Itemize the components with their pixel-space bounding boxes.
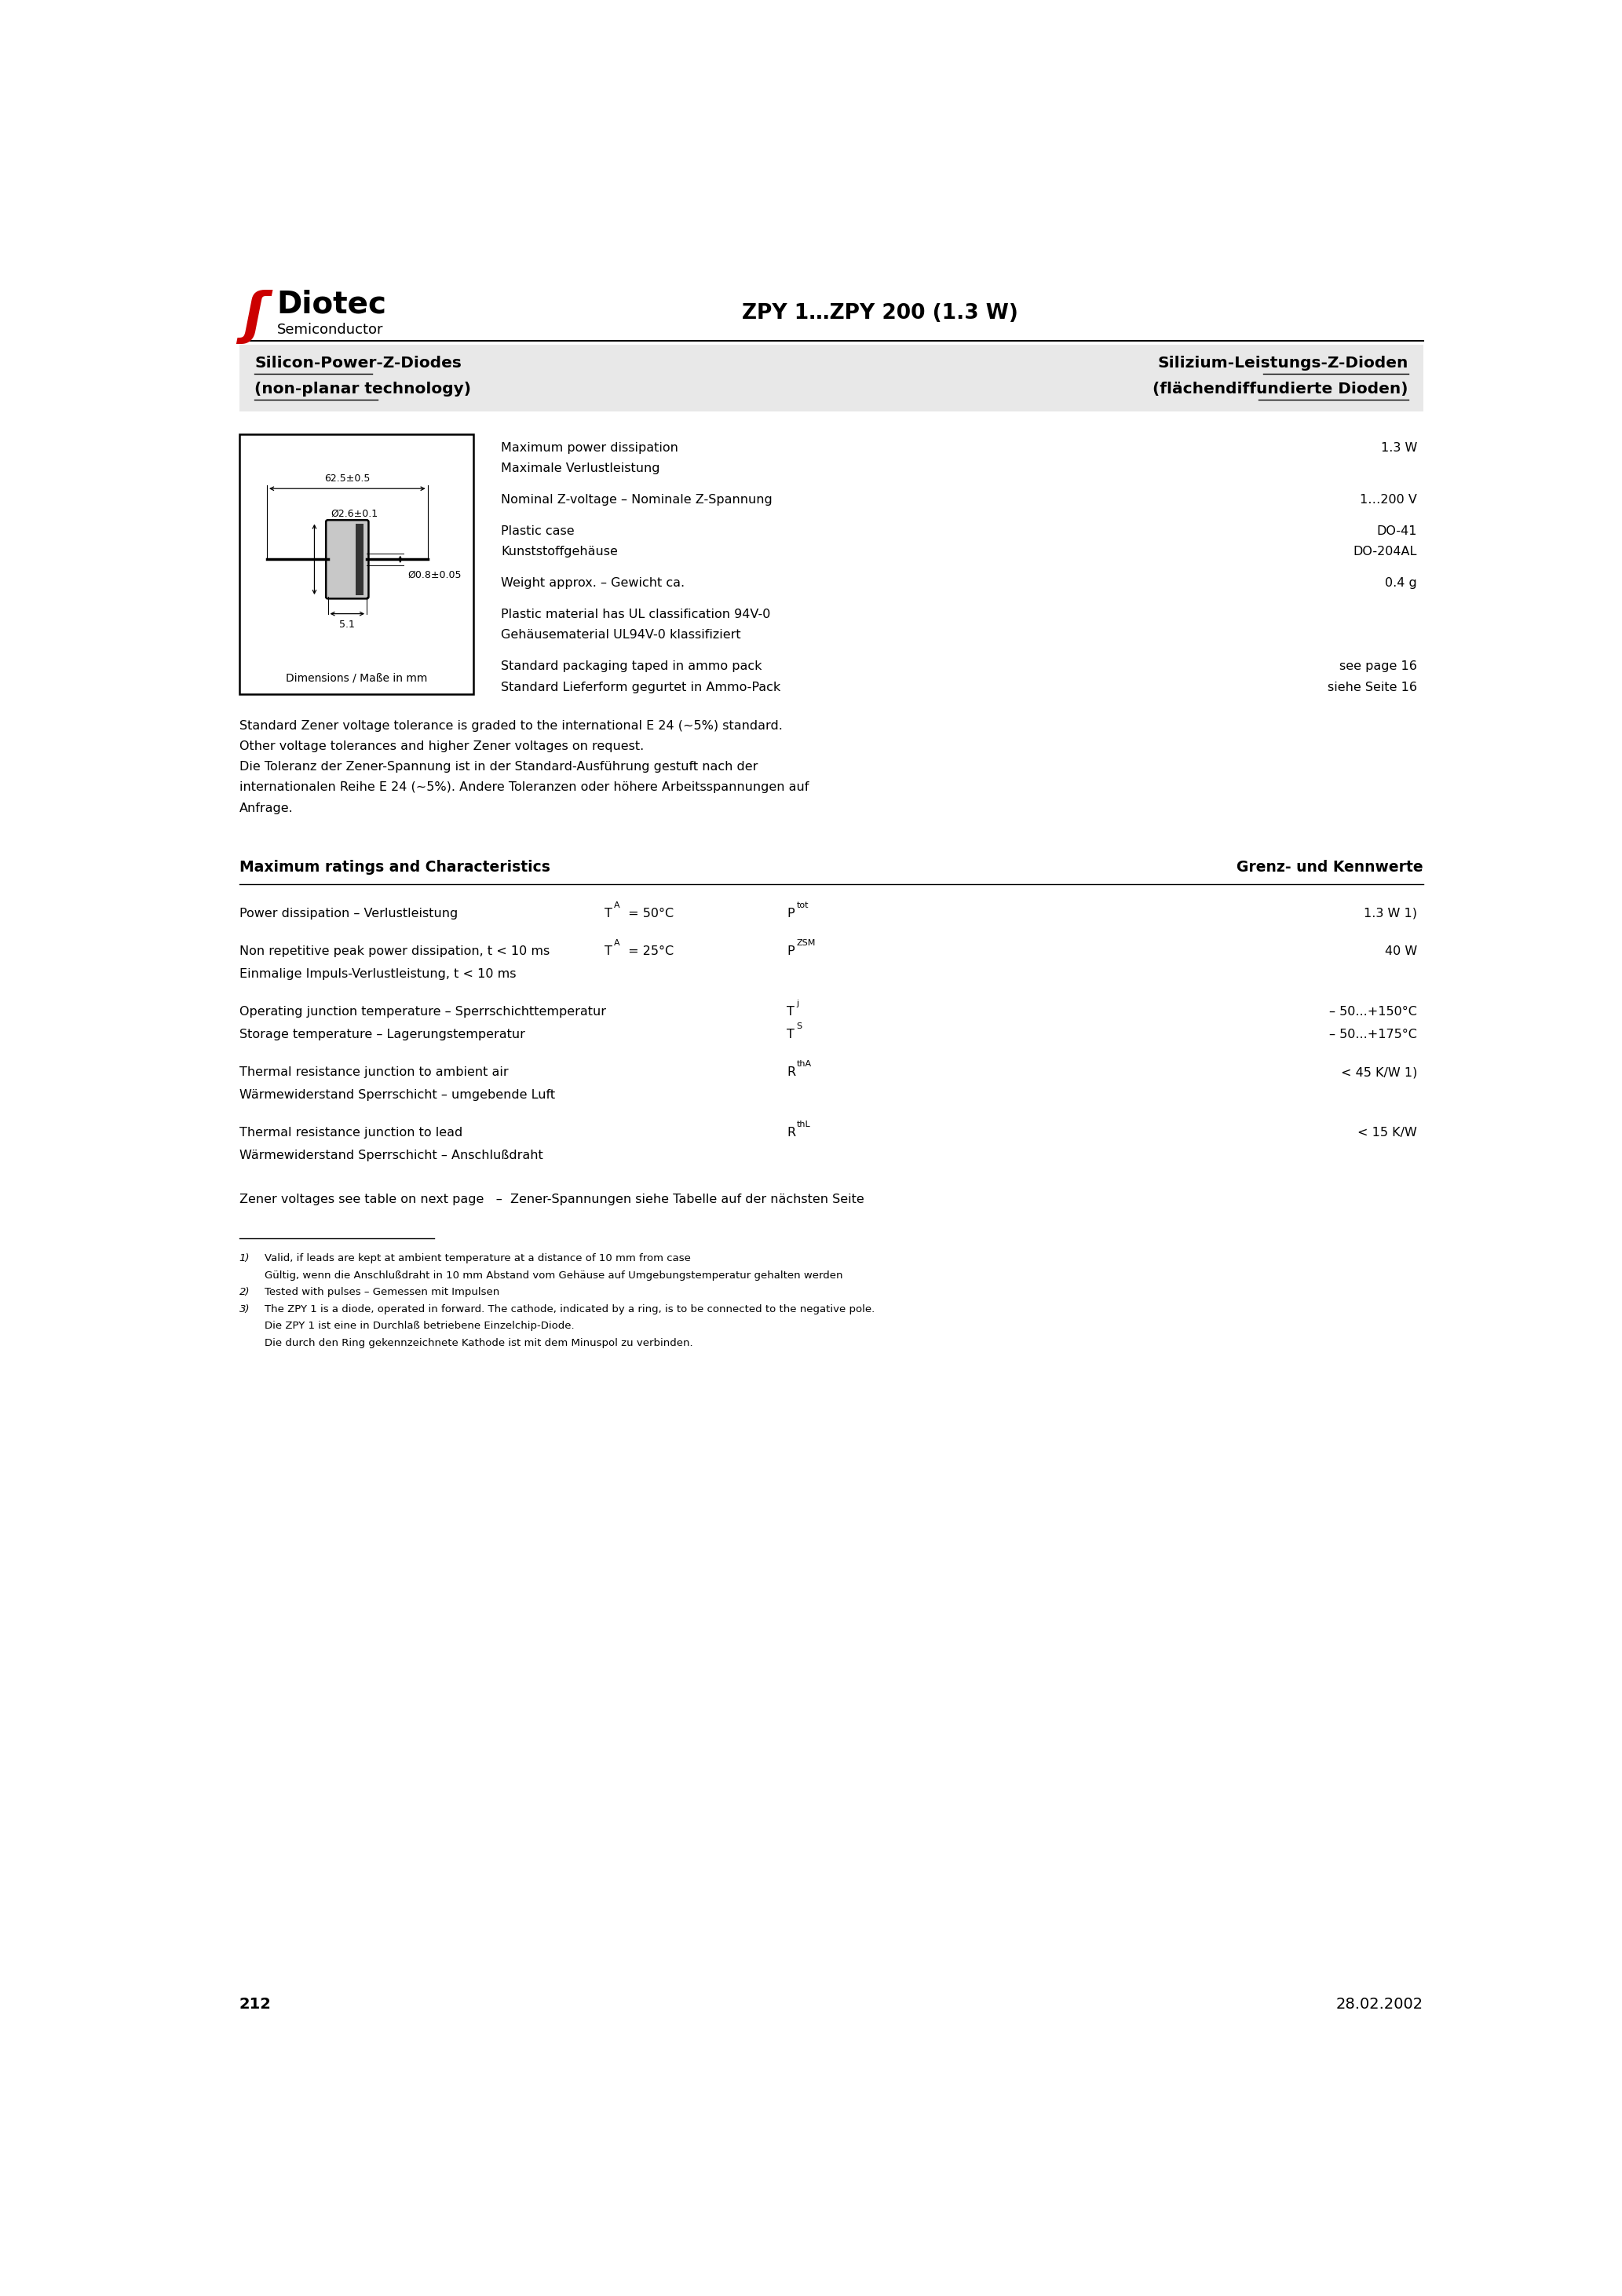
Text: – 50...+175°C: – 50...+175°C [1330, 1029, 1418, 1040]
Text: Valid, if leads are kept at ambient temperature at a distance of 10 mm from case: Valid, if leads are kept at ambient temp… [264, 1254, 691, 1263]
Text: – 50...+150°C: – 50...+150°C [1330, 1006, 1418, 1017]
Text: 5.1: 5.1 [339, 620, 355, 629]
Text: Standard Zener voltage tolerance is graded to the international E 24 (~5%) stand: Standard Zener voltage tolerance is grad… [240, 721, 782, 732]
Text: Semiconductor: Semiconductor [277, 324, 383, 338]
Text: Kunststoffgehäuse: Kunststoffgehäuse [501, 546, 618, 558]
Text: DO-41: DO-41 [1377, 526, 1418, 537]
Text: T: T [787, 1006, 795, 1017]
Text: 3): 3) [240, 1304, 250, 1313]
Text: < 15 K/W: < 15 K/W [1358, 1127, 1418, 1139]
Text: see page 16: see page 16 [1340, 661, 1418, 673]
Text: (flächendiffundierte Dioden): (flächendiffundierte Dioden) [1153, 381, 1408, 397]
Text: siehe Seite 16: siehe Seite 16 [1328, 682, 1418, 693]
Text: Nominal Z-voltage – Nominale Z-Spannung: Nominal Z-voltage – Nominale Z-Spannung [501, 494, 772, 505]
Text: Power dissipation – Verlustleistung: Power dissipation – Verlustleistung [240, 907, 457, 918]
Text: 212: 212 [240, 1998, 271, 2011]
Text: Die ZPY 1 ist eine in Durchlaß betriebene Einzelchip-Diode.: Die ZPY 1 ist eine in Durchlaß betrieben… [264, 1320, 574, 1332]
Bar [240, 344, 1422, 411]
Text: T: T [605, 946, 611, 957]
Text: Thermal resistance junction to ambient air: Thermal resistance junction to ambient a… [240, 1065, 508, 1079]
Text: 62.5±0.5: 62.5±0.5 [324, 473, 370, 484]
Text: = 25°C: = 25°C [624, 946, 673, 957]
Text: Weight approx. – Gewicht ca.: Weight approx. – Gewicht ca. [501, 576, 684, 590]
Text: thA: thA [796, 1061, 811, 1068]
Text: 0.4 g: 0.4 g [1385, 576, 1418, 590]
Text: The ZPY 1 is a diode, operated in forward. The cathode, indicated by a ring, is : The ZPY 1 is a diode, operated in forwar… [264, 1304, 874, 1313]
Text: Ø0.8±0.05: Ø0.8±0.05 [407, 569, 461, 581]
Text: Anfrage.: Anfrage. [240, 801, 294, 813]
Text: Einmalige Impuls-Verlustleistung, t < 10 ms: Einmalige Impuls-Verlustleistung, t < 10… [240, 969, 516, 980]
Text: Die Toleranz der Zener-Spannung ist in der Standard-Ausführung gestuft nach der: Die Toleranz der Zener-Spannung ist in d… [240, 760, 757, 774]
Text: Standard packaging taped in ammo pack: Standard packaging taped in ammo pack [501, 661, 762, 673]
Text: 1.3 W 1): 1.3 W 1) [1364, 907, 1418, 918]
Text: Wärmewiderstand Sperrschicht – Anschlußdraht: Wärmewiderstand Sperrschicht – Anschlußd… [240, 1150, 543, 1162]
Text: tot: tot [796, 902, 808, 909]
Text: Thermal resistance junction to lead: Thermal resistance junction to lead [240, 1127, 462, 1139]
Text: R: R [787, 1127, 796, 1139]
Text: Dimensions / Maße in mm: Dimensions / Maße in mm [285, 673, 427, 684]
Text: Zener voltages see table on next page   –  Zener-Spannungen siehe Tabelle auf de: Zener voltages see table on next page – … [240, 1194, 865, 1205]
Text: P: P [787, 946, 795, 957]
Text: Plastic material has UL classification 94V-0: Plastic material has UL classification 9… [501, 608, 770, 620]
Text: ʃ: ʃ [242, 289, 266, 344]
Bar [240, 434, 474, 693]
Text: P: P [787, 907, 795, 918]
Text: R: R [787, 1065, 796, 1079]
Text: A: A [613, 902, 620, 909]
Text: thL: thL [796, 1120, 811, 1130]
Text: Die durch den Ring gekennzeichnete Kathode ist mit dem Minuspol zu verbinden.: Die durch den Ring gekennzeichnete Katho… [264, 1339, 693, 1348]
Text: Diotec: Diotec [277, 289, 388, 319]
Text: 1.3 W: 1.3 W [1380, 441, 1418, 455]
Text: 2): 2) [240, 1288, 250, 1297]
Text: T: T [605, 907, 611, 918]
Text: Maximale Verlustleistung: Maximale Verlustleistung [501, 461, 660, 475]
FancyBboxPatch shape [326, 519, 368, 599]
Text: DO-204AL: DO-204AL [1353, 546, 1418, 558]
Text: 28.02.2002: 28.02.2002 [1337, 1998, 1422, 2011]
Text: T: T [787, 1029, 795, 1040]
Text: Non repetitive peak power dissipation, t < 10 ms: Non repetitive peak power dissipation, t… [240, 946, 550, 957]
Text: internationalen Reihe E 24 (~5%). Andere Toleranzen oder höhere Arbeitsspannunge: internationalen Reihe E 24 (~5%). Andere… [240, 781, 809, 794]
Text: S: S [796, 1022, 801, 1031]
Text: Operating junction temperature – Sperrschichttemperatur: Operating junction temperature – Sperrsc… [240, 1006, 607, 1017]
Text: Silicon-Power-Z-Diodes: Silicon-Power-Z-Diodes [255, 356, 462, 372]
Text: Other voltage tolerances and higher Zener voltages on request.: Other voltage tolerances and higher Zene… [240, 742, 644, 753]
Bar [355, 523, 363, 595]
Text: Maximum ratings and Characteristics: Maximum ratings and Characteristics [240, 861, 550, 875]
Text: < 45 K/W 1): < 45 K/W 1) [1341, 1065, 1418, 1079]
Text: ZPY 1…ZPY 200 (1.3 W): ZPY 1…ZPY 200 (1.3 W) [741, 303, 1019, 324]
Text: 40 W: 40 W [1385, 946, 1418, 957]
Text: 1): 1) [240, 1254, 250, 1263]
Text: Gehäusematerial UL94V-0 klassifiziert: Gehäusematerial UL94V-0 klassifiziert [501, 629, 741, 641]
Text: Tested with pulses – Gemessen mit Impulsen: Tested with pulses – Gemessen mit Impuls… [264, 1288, 500, 1297]
Text: Wärmewiderstand Sperrschicht – umgebende Luft: Wärmewiderstand Sperrschicht – umgebende… [240, 1088, 555, 1100]
Text: 1…200 V: 1…200 V [1359, 494, 1418, 505]
Text: j: j [796, 999, 798, 1008]
Text: Ø2.6±0.1: Ø2.6±0.1 [331, 510, 378, 519]
Text: ZSM: ZSM [796, 939, 816, 948]
Text: Grenz- und Kennwerte: Grenz- und Kennwerte [1236, 861, 1422, 875]
Text: Maximum power dissipation: Maximum power dissipation [501, 441, 678, 455]
Text: Silizium-Leistungs-Z-Dioden: Silizium-Leistungs-Z-Dioden [1158, 356, 1408, 372]
Text: A: A [613, 939, 620, 948]
Text: = 50°C: = 50°C [624, 907, 673, 918]
Text: Plastic case: Plastic case [501, 526, 574, 537]
Text: Storage temperature – Lagerungstemperatur: Storage temperature – Lagerungstemperatu… [240, 1029, 526, 1040]
Text: (non-planar technology): (non-planar technology) [255, 381, 470, 397]
Text: Gültig, wenn die Anschlußdraht in 10 mm Abstand vom Gehäuse auf Umgebungstempera: Gültig, wenn die Anschlußdraht in 10 mm … [264, 1270, 843, 1281]
Text: Standard Lieferform gegurtet in Ammo-Pack: Standard Lieferform gegurtet in Ammo-Pac… [501, 682, 780, 693]
